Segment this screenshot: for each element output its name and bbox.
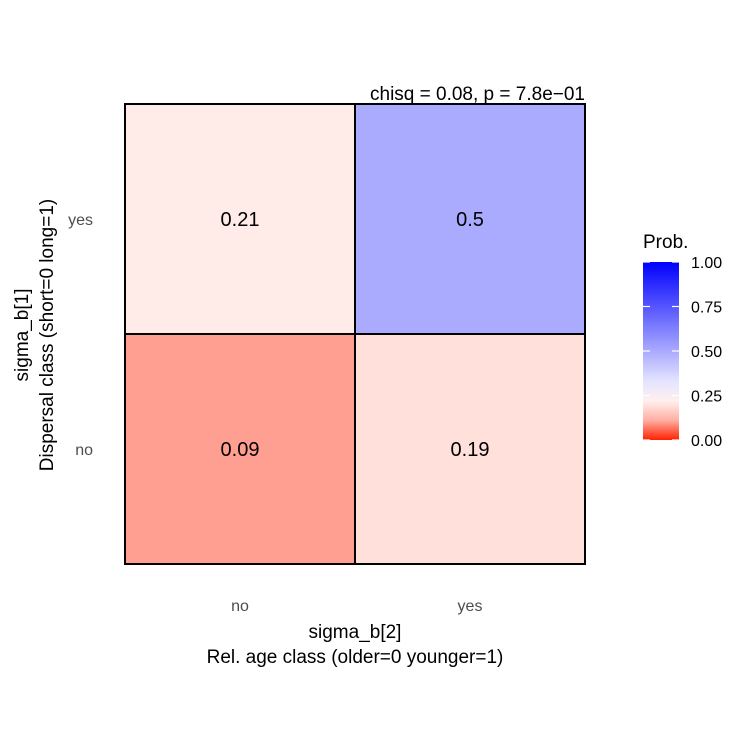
color-legend: Prob. 1.00 0.75 0.50 0.25 0.00 [643,232,722,450]
x-axis-title-line2: Rel. age class (older=0 younger=1) [207,647,504,668]
cell-value-label: 0.21 [221,209,260,231]
legend-tick-label: 0.25 [691,389,722,406]
chisq-annotation: chisq = 0.08, p = 7.8e−01 [370,84,585,105]
y-tick-label: no [75,442,93,459]
x-tick-label: no [231,598,249,615]
legend-tick-label: 0.75 [691,300,722,317]
cell-value-label: 0.09 [221,439,260,461]
x-tick-label: yes [458,598,483,615]
heatmap-cell-yes-yes [354,103,586,335]
y-tick-label: yes [68,212,93,229]
y-axis-title-line1: sigma_b[1] [12,289,33,382]
heatmap-cell-yes-no [124,103,356,335]
cell-value-label: 0.5 [456,209,484,231]
cell-value-label: 0.19 [451,439,490,461]
legend-tick-label: 0.00 [691,433,722,450]
heatmap-cell-no-yes [354,333,586,565]
x-axis-title-line1: sigma_b[2] [309,622,402,643]
axis-ticks: no yes no yes [68,212,482,615]
heatmap-cells: 0.21 0.5 0.09 0.19 [124,103,586,565]
heatmap-cell-no-no [124,333,356,565]
legend-title: Prob. [643,232,688,253]
legend-tick-label: 1.00 [691,255,722,272]
y-axis-title-line2: Dispersal class (short=0 long=1) [37,199,58,471]
legend-tick-label: 0.50 [691,344,722,361]
legend-ticks: 1.00 0.75 0.50 0.25 0.00 [643,255,722,450]
